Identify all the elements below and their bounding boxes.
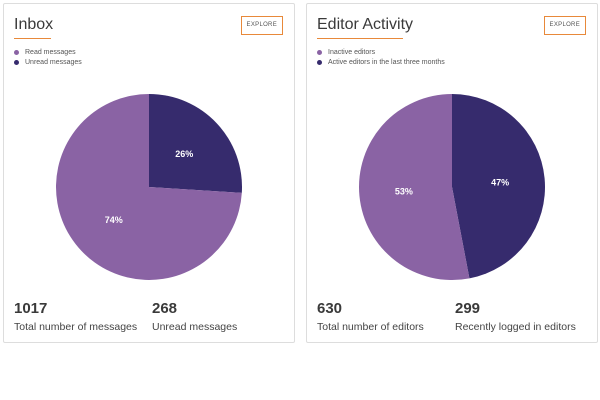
legend-label: Active editors in the last three months [328, 58, 445, 66]
stat-label: Total number of editors [317, 321, 424, 333]
editor-activity-card: Editor Activity EXPLORE Inactive editors… [306, 3, 598, 343]
title-underline [317, 38, 403, 39]
stat-label: Unread messages [152, 321, 238, 333]
stat-value: 630 [317, 300, 343, 317]
legend-swatch [14, 59, 19, 65]
card-title: Inbox [14, 16, 54, 33]
legend-item: Inactive editors [317, 47, 445, 57]
legend-label: Unread messages [25, 58, 82, 66]
pie-value-label: 47% [491, 177, 509, 187]
pie-chart: 47% 53% [359, 94, 545, 280]
stat-total: 1017 Total number of messages [14, 300, 137, 334]
pie-slice-inactive-editors [359, 94, 470, 280]
stat-value: 268 [152, 300, 178, 317]
legend-swatch [317, 49, 322, 55]
legend-label: Read messages [25, 48, 76, 56]
legend-swatch [317, 59, 322, 65]
explore-button[interactable]: EXPLORE [240, 16, 283, 35]
stat-unread: 268 Unread messages [152, 300, 237, 334]
legend-item: Read messages [14, 47, 82, 57]
legend-label: Inactive editors [328, 48, 376, 56]
pie-chart: 26% 74% [56, 94, 242, 280]
explore-button[interactable]: EXPLORE [543, 16, 586, 35]
chart-legend: Inactive editors Active editors in the l… [317, 47, 445, 67]
legend-swatch [14, 49, 19, 55]
stat-label: Total number of messages [14, 321, 138, 333]
pie-slice-read-messages [56, 94, 242, 280]
pie-value-label: 53% [395, 187, 413, 197]
legend-item: Unread messages [14, 57, 82, 67]
title-underline [14, 38, 51, 39]
pie-value-label: 26% [175, 149, 193, 159]
pie-slice-unread-messages [149, 94, 242, 193]
inbox-card: Inbox EXPLORE Read messages Unread messa… [3, 3, 295, 343]
pie-slice-active-editors-in-the-last-three-months [452, 94, 545, 279]
card-title: Editor Activity [317, 16, 414, 33]
chart-legend: Read messages Unread messages [14, 47, 82, 67]
legend-item: Active editors in the last three months [317, 57, 445, 67]
stat-label: Recently logged in editors [455, 321, 576, 333]
stat-value: 1017 [14, 300, 48, 317]
stat-recent: 299 Recently logged in editors [455, 300, 576, 334]
pie-value-label: 74% [105, 215, 123, 225]
stat-total: 630 Total number of editors [317, 300, 424, 334]
stat-value: 299 [455, 300, 481, 317]
